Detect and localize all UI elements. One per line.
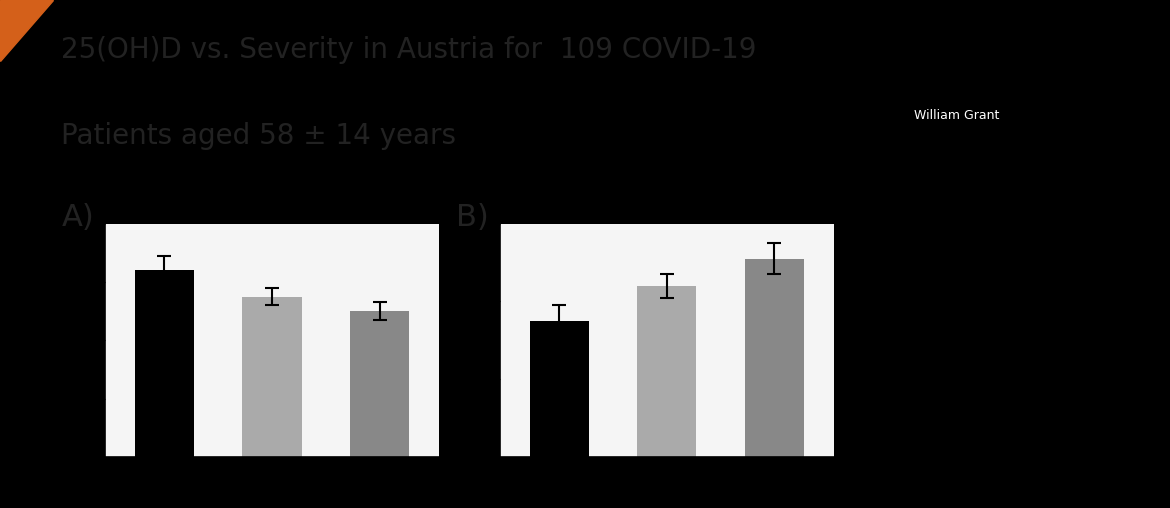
Bar (350, 311, 410, 457)
Text: B): B) (456, 203, 489, 232)
Polygon shape (0, 0, 53, 61)
Text: William Grant: William Grant (914, 109, 999, 122)
Y-axis label: 25(OH)D [nmol/L]: 25(OH)D [nmol/L] (50, 261, 68, 420)
Bar (745, 259, 804, 457)
Text: A): A) (62, 203, 94, 232)
Bar (638, 286, 696, 457)
Y-axis label: PTH [ng/L]: PTH [ng/L] (445, 293, 463, 388)
Bar (135, 270, 194, 457)
Text: 25(OH)D vs. Severity in Austria for  109 COVID-19: 25(OH)D vs. Severity in Austria for 109 … (62, 36, 757, 64)
Text: Patients aged 58 ± 14 years: Patients aged 58 ± 14 years (62, 122, 456, 150)
Bar (530, 321, 589, 457)
Bar (242, 297, 302, 457)
